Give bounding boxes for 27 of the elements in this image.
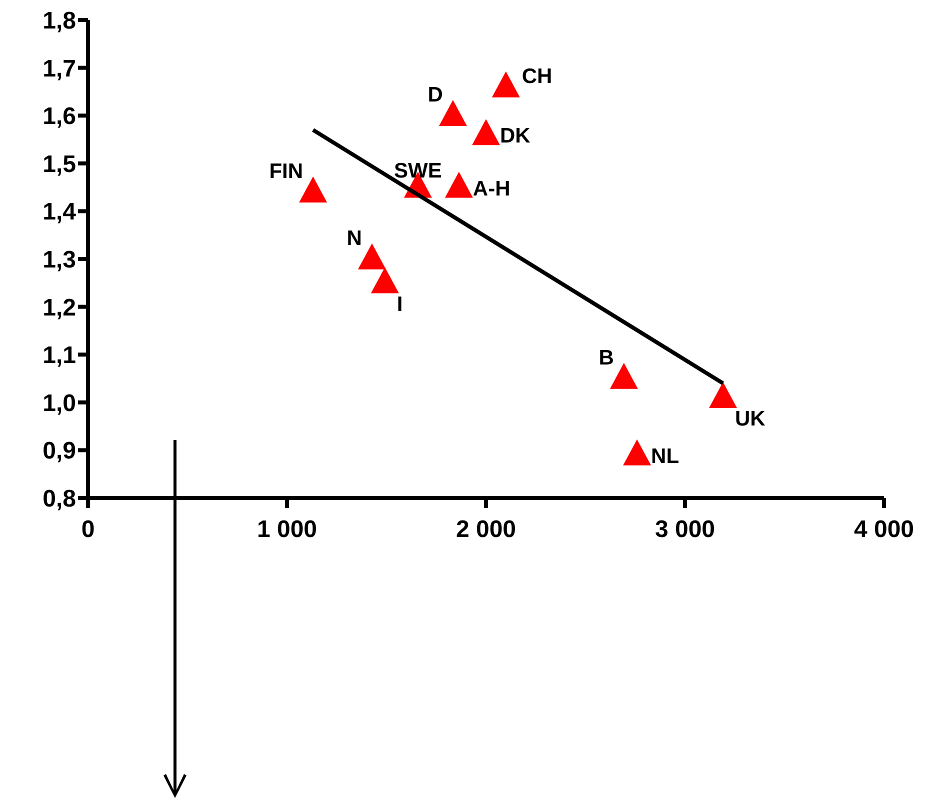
annotation: A-H	[472, 177, 510, 200]
y-tick-label: 1,7	[42, 55, 76, 82]
y-tick-label: 1,3	[42, 246, 76, 274]
y-tick-label: 1,8	[42, 8, 76, 35]
annotation: FIN	[269, 160, 304, 184]
annotation: SWE	[394, 159, 442, 182]
x-tick-label: 1 000	[256, 516, 318, 544]
annotation: N	[346, 227, 362, 250]
y-tick-label: 1,0	[42, 390, 76, 417]
x-tick-label: 2 000	[456, 516, 516, 544]
y-tick-label: 1,6	[42, 103, 76, 130]
y-tick-label: 1,4	[42, 198, 77, 226]
x-tick-label: 0	[81, 516, 95, 544]
annotation: I	[396, 292, 403, 316]
x-tick-label: 4 000	[854, 516, 914, 544]
annotation: B	[598, 346, 614, 370]
y-tick-label: 0,8	[42, 486, 76, 513]
y-tick-label: 0,9	[42, 438, 76, 465]
y-tick-label: 1,2	[42, 294, 76, 322]
annotation: CH	[522, 64, 552, 88]
annotation: NL	[651, 444, 680, 468]
y-tick-label: 1,5	[42, 150, 76, 178]
annotation: DK	[500, 124, 530, 148]
x-tick-label: 3 000	[654, 516, 716, 544]
annotation: UK	[735, 408, 766, 431]
annotation: D	[428, 84, 443, 107]
y-tick-label: 1,1	[42, 342, 76, 370]
